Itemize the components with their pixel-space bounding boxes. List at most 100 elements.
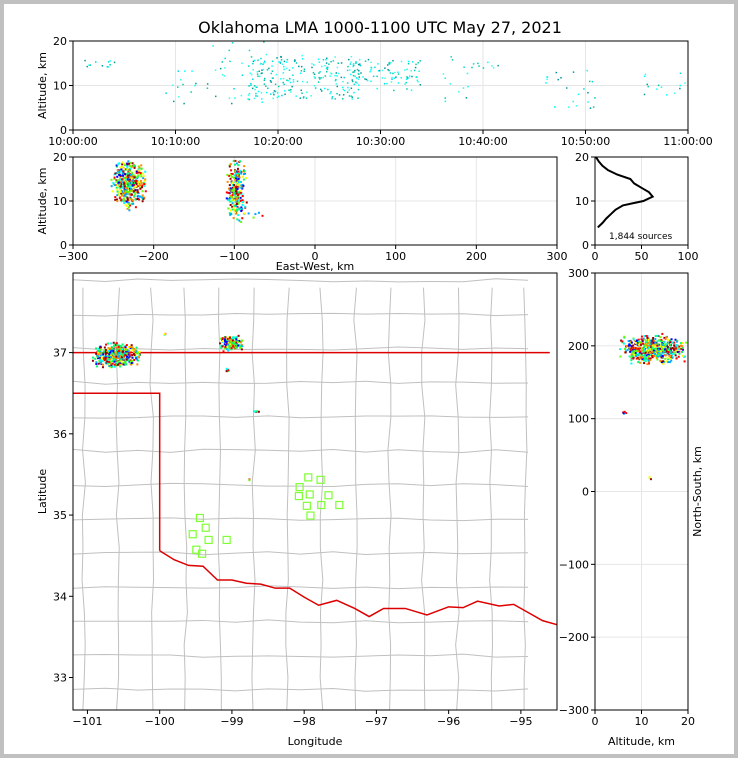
source-point	[407, 62, 410, 65]
source-point	[129, 351, 132, 354]
source-point	[643, 362, 646, 365]
source-point	[132, 202, 135, 205]
source-point	[669, 343, 672, 346]
county-line	[455, 287, 460, 711]
source-point	[142, 181, 145, 184]
source-point	[114, 352, 117, 355]
source-point	[118, 350, 121, 353]
source-point	[139, 173, 142, 176]
source-point	[122, 353, 125, 356]
source-point	[238, 186, 241, 189]
lma-station-marker	[305, 490, 314, 499]
source-point	[348, 58, 350, 61]
source-point	[591, 80, 594, 83]
source-point	[630, 356, 633, 359]
source-point	[128, 192, 131, 195]
source-point	[643, 357, 646, 360]
source-point	[651, 352, 654, 355]
source-point	[114, 351, 117, 354]
source-point	[665, 360, 668, 363]
source-point	[240, 210, 243, 213]
county-line	[353, 287, 358, 711]
source-point	[130, 344, 133, 347]
source-point	[231, 205, 234, 208]
source-point	[113, 183, 116, 186]
source-point	[352, 71, 354, 73]
source-point	[266, 91, 268, 94]
source-point	[229, 343, 232, 346]
source-point	[658, 355, 661, 358]
source-point	[106, 342, 109, 345]
source-point	[657, 84, 660, 87]
source-point	[131, 184, 134, 187]
source-point	[328, 63, 330, 65]
source-point	[233, 342, 236, 345]
source-point	[253, 59, 256, 62]
source-point	[279, 61, 281, 63]
source-point	[239, 341, 242, 344]
source-point	[237, 334, 240, 337]
source-point	[121, 348, 124, 351]
source-point	[135, 355, 138, 358]
source-point	[263, 83, 266, 85]
source-point	[649, 339, 652, 342]
source-point	[115, 355, 118, 358]
source-point	[123, 182, 126, 185]
source-point	[118, 360, 121, 363]
source-point	[346, 82, 349, 84]
source-point	[621, 340, 624, 343]
source-point	[100, 358, 103, 361]
source-point	[237, 183, 240, 186]
source-point	[137, 355, 140, 358]
source-point	[118, 355, 121, 358]
source-point	[119, 351, 122, 354]
x-tick-label: −300	[58, 250, 88, 263]
source-point	[269, 80, 272, 82]
source-point	[253, 97, 256, 100]
source-point	[235, 202, 238, 205]
source-point	[572, 100, 575, 103]
source-point	[643, 335, 646, 338]
source-point	[278, 85, 280, 88]
source-point	[296, 80, 299, 82]
source-point	[408, 75, 411, 77]
source-point	[255, 92, 257, 95]
source-point	[126, 168, 129, 171]
source-point	[411, 61, 414, 63]
source-point	[642, 359, 645, 362]
source-point	[387, 68, 389, 71]
source-point	[300, 89, 303, 91]
source-point	[235, 162, 238, 165]
source-point	[116, 346, 119, 349]
source-point	[465, 97, 468, 99]
source-point	[324, 64, 326, 67]
source-point	[272, 91, 275, 94]
source-point	[121, 186, 124, 189]
source-count-annotation: 1,844 sources	[609, 232, 673, 242]
source-point	[110, 356, 113, 359]
source-point	[118, 186, 121, 189]
source-point	[303, 68, 306, 70]
source-point	[666, 345, 669, 348]
y-tick-label: 100	[568, 413, 589, 426]
source-point	[229, 187, 232, 190]
source-point	[234, 193, 237, 196]
source-point	[252, 60, 255, 63]
source-point	[671, 341, 674, 344]
source-point	[622, 342, 625, 345]
source-point	[241, 199, 244, 202]
source-point	[673, 348, 676, 351]
source-point	[651, 346, 654, 349]
source-point	[221, 73, 224, 76]
source-point	[384, 67, 386, 69]
lma-station-marker	[306, 511, 315, 520]
source-point	[116, 357, 119, 360]
source-point	[118, 356, 121, 359]
source-point	[286, 58, 289, 61]
source-point	[144, 190, 147, 193]
lma-station-marker	[294, 491, 303, 501]
source-point	[353, 71, 355, 73]
source-point	[229, 163, 232, 166]
source-point	[134, 349, 137, 352]
source-point	[103, 346, 106, 349]
